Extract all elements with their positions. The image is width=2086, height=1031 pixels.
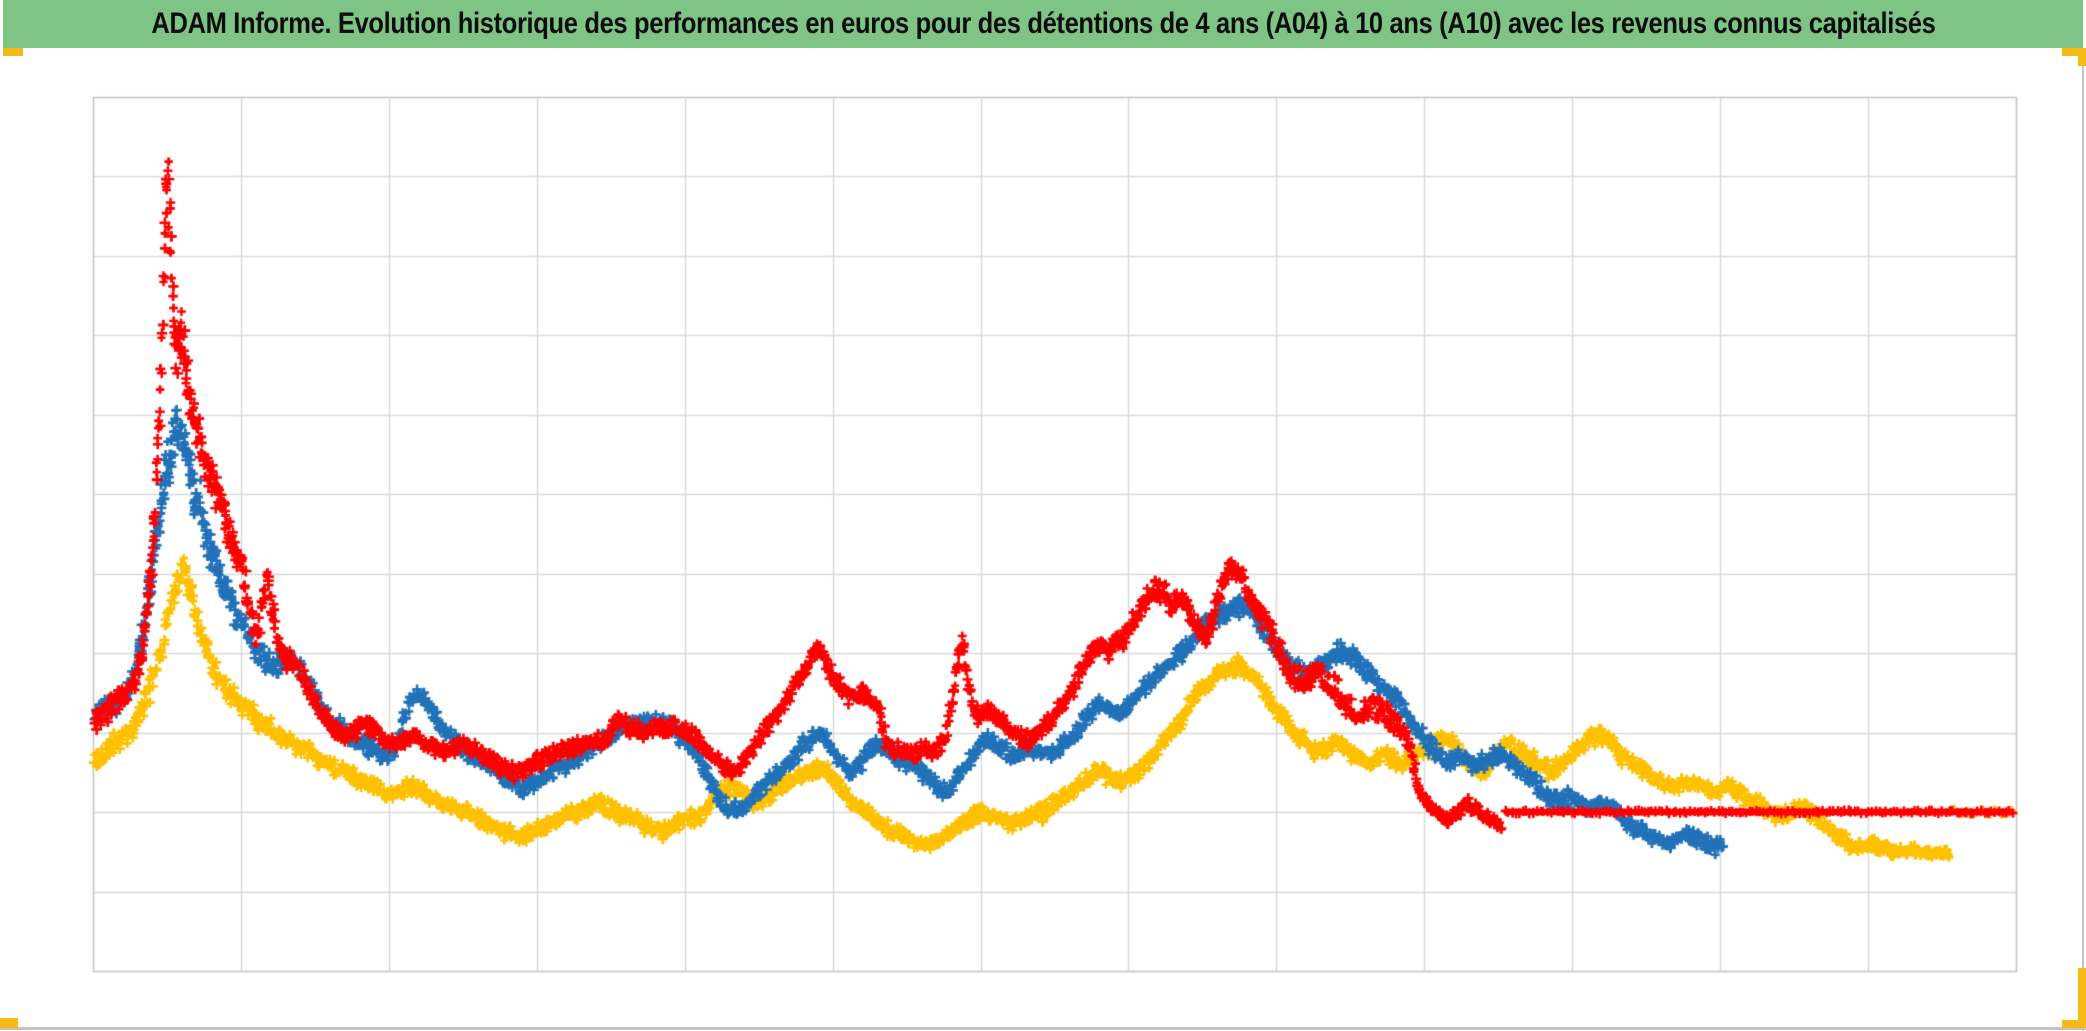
selection-handle-top-right-h[interactable] — [2062, 48, 2086, 56]
selection-handle-bottom-right-v[interactable] — [2078, 968, 2086, 1028]
selection-handle-bottom-right-h[interactable] — [2062, 1020, 2086, 1028]
slide-bottom-edge — [0, 1027, 2086, 1030]
slide-right-edge — [2082, 48, 2084, 1031]
chart-title-bar[interactable]: ADAM Informe. Evolution historique des p… — [3, 0, 2083, 48]
selection-handle-top-left[interactable] — [3, 48, 23, 56]
selection-handle-bottom-left[interactable] — [0, 1018, 18, 1028]
selection-handle-top-right-v[interactable] — [2078, 48, 2086, 66]
chart-title: ADAM Informe. Evolution historique des p… — [150, 7, 1936, 40]
